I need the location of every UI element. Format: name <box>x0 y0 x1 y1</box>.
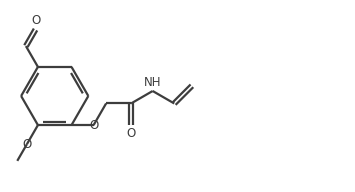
Text: O: O <box>31 14 40 27</box>
Text: NH: NH <box>144 75 162 89</box>
Text: O: O <box>22 138 32 151</box>
Text: O: O <box>126 127 136 140</box>
Text: O: O <box>89 119 98 132</box>
